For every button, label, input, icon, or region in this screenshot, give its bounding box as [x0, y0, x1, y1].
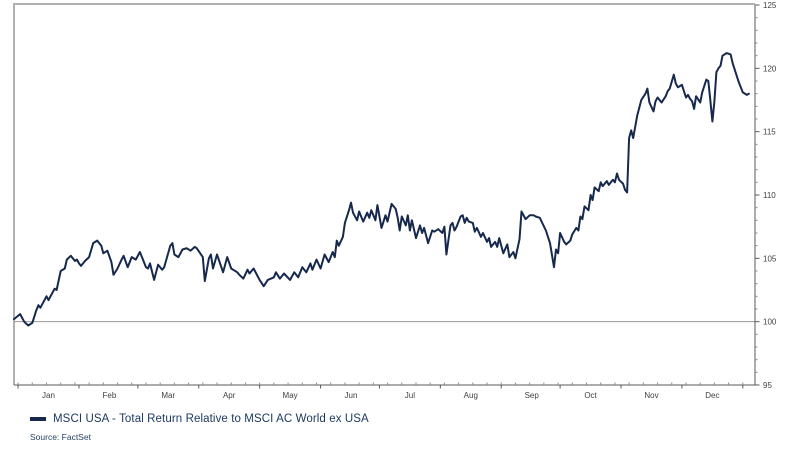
plot-frame — [13, 3, 755, 385]
svg-text:Oct: Oct — [584, 391, 597, 400]
svg-text:May: May — [283, 391, 298, 400]
svg-text:105: 105 — [763, 254, 777, 263]
legend-label: MSCI USA - Total Return Relative to MSCI… — [53, 413, 369, 425]
svg-text:125: 125 — [763, 1, 777, 10]
svg-text:Jun: Jun — [345, 391, 358, 400]
line-chart: 95 100 105 110 115 120 125 Jan Feb Mar Apr May Jun Ju… — [13, 1, 777, 400]
svg-text:Feb: Feb — [103, 391, 117, 400]
svg-text:Jan: Jan — [42, 391, 55, 400]
svg-text:Sep: Sep — [525, 391, 540, 400]
svg-text:95: 95 — [763, 381, 772, 390]
svg-text:110: 110 — [763, 191, 776, 200]
y-axis: 95 100 105 110 115 120 125 — [754, 1, 777, 390]
x-axis: Jan Feb Mar Apr May Jun Jul Aug Sep Oct Nov Dec — [14, 382, 755, 400]
price-line — [13, 52, 750, 327]
svg-text:Jul: Jul — [405, 391, 415, 400]
svg-text:Nov: Nov — [644, 391, 658, 400]
legend: MSCI USA - Total Return Relative to MSCI… — [30, 413, 369, 425]
legend-swatch — [30, 417, 46, 421]
svg-text:115: 115 — [763, 128, 776, 137]
svg-text:Mar: Mar — [161, 391, 175, 400]
svg-text:120: 120 — [763, 64, 777, 73]
svg-text:Aug: Aug — [464, 391, 478, 400]
svg-text:100: 100 — [763, 318, 777, 327]
source-note: Source: FactSet — [30, 432, 91, 442]
svg-text:Dec: Dec — [705, 391, 719, 400]
svg-text:Apr: Apr — [223, 391, 236, 400]
